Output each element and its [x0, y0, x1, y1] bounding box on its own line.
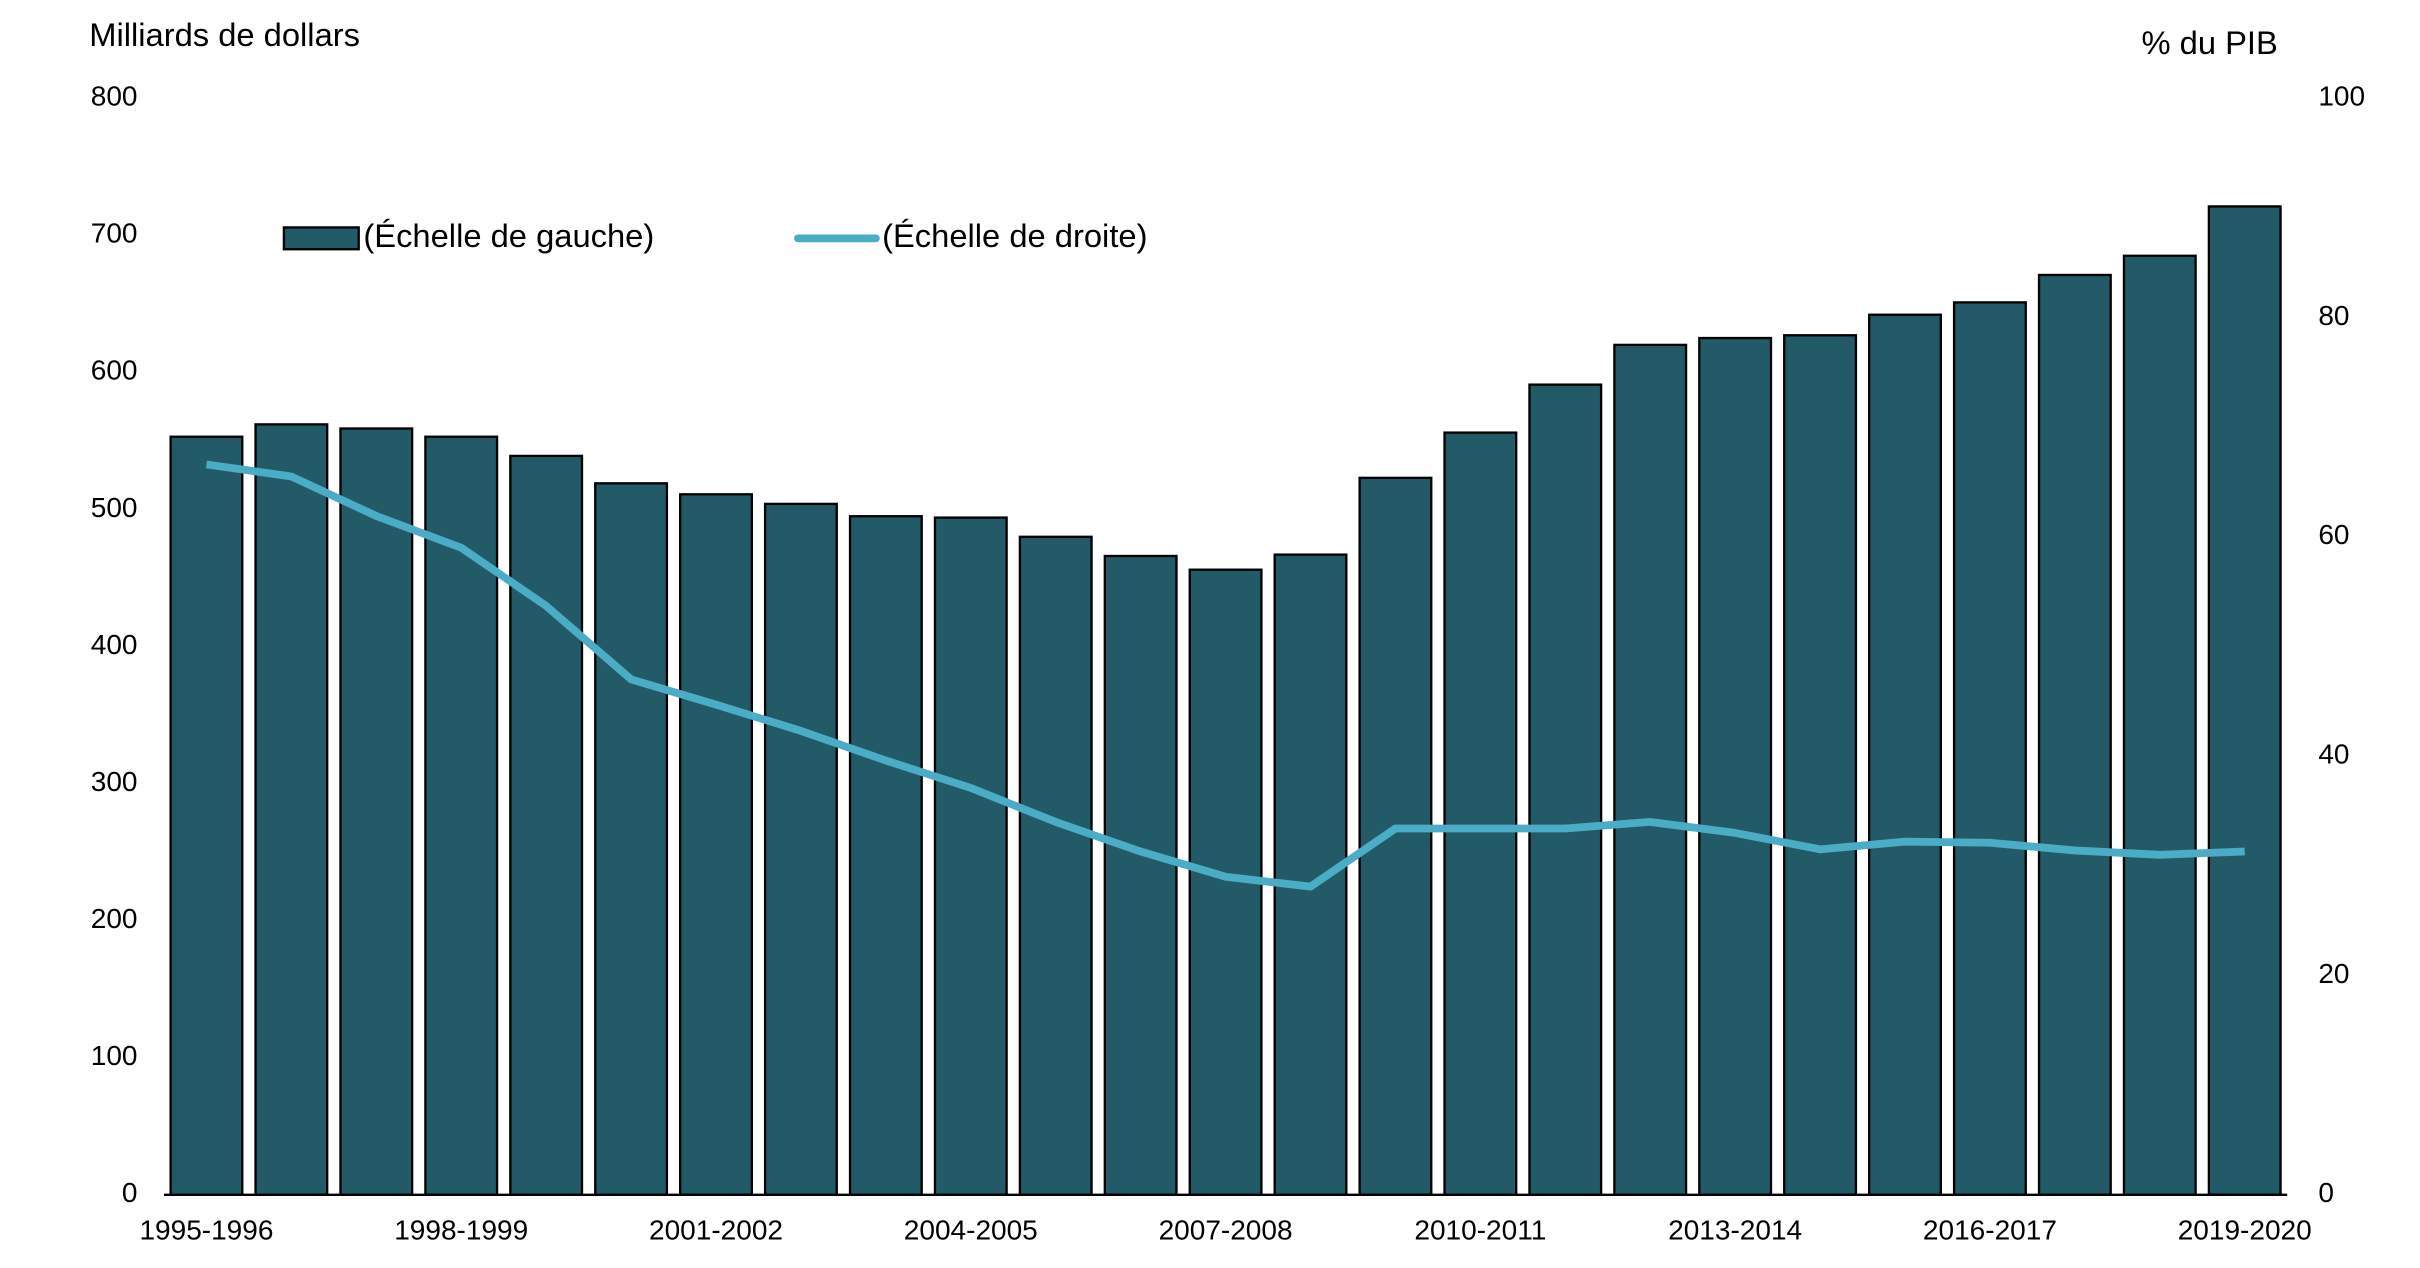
- bar: [594, 482, 669, 1196]
- y-tick-label: 300: [91, 766, 138, 797]
- bar: [1018, 535, 1093, 1196]
- bar: [1528, 383, 1603, 1196]
- bar: [1868, 313, 1942, 1196]
- bar: [763, 502, 838, 1196]
- y-tick-label: 100: [91, 1040, 138, 1071]
- y2-tick-label: 0: [2318, 1177, 2334, 1208]
- x-tick-label: 2001-2002: [649, 1215, 783, 1246]
- bar: [1103, 554, 1178, 1196]
- bar: [1273, 553, 1348, 1196]
- bar: [1613, 343, 1688, 1196]
- y-tick-label: 800: [91, 81, 138, 112]
- y-tick-label: 0: [122, 1177, 138, 1208]
- bar: [2037, 273, 2112, 1196]
- bar: [1952, 301, 2027, 1196]
- bar: [1358, 476, 1433, 1196]
- x-tick-label: 1995-1996: [139, 1215, 273, 1246]
- bar: [1443, 431, 1518, 1196]
- y-tick-label: 700: [91, 218, 138, 249]
- bar: [2207, 205, 2282, 1196]
- bar: [1783, 334, 1858, 1196]
- x-tick-label: 2010-2011: [1414, 1215, 1546, 1246]
- y-axis-title: Milliards de dollars: [89, 16, 360, 53]
- x-tick-label: 2016-2017: [1923, 1215, 2057, 1246]
- bar: [509, 454, 584, 1196]
- x-tick-label: 2007-2008: [1159, 1215, 1293, 1246]
- x-tick-label: 2013-2014: [1668, 1215, 1802, 1246]
- y-tick-label: 600: [91, 355, 138, 386]
- legend-swatch: [282, 226, 360, 251]
- bar: [679, 493, 754, 1196]
- x-tick-label: 2019-2020: [2178, 1215, 2312, 1246]
- x-tick-label: 2004-2005: [904, 1215, 1038, 1246]
- y-tick-label: 400: [91, 629, 138, 660]
- y-tick-label: 500: [91, 492, 138, 523]
- legend-label: (Échelle de gauche): [363, 217, 654, 254]
- y2-tick-label: 100: [2318, 81, 2365, 112]
- legend-label: (Échelle de droite): [882, 217, 1147, 254]
- y2-axis-title: % du PIB: [2141, 24, 2277, 61]
- bar: [2122, 254, 2197, 1196]
- y2-tick-label: 20: [2318, 958, 2349, 989]
- bar: [339, 427, 414, 1196]
- line: [205, 460, 2245, 891]
- y2-tick-label: 60: [2318, 519, 2349, 550]
- bar: [848, 515, 923, 1196]
- y2-tick-label: 40: [2318, 739, 2349, 770]
- y-tick-label: 200: [91, 903, 138, 934]
- bar: [933, 516, 1008, 1196]
- bar: [1698, 336, 1773, 1196]
- y2-tick-label: 80: [2318, 300, 2349, 331]
- x-tick-label: 1998-1999: [394, 1215, 528, 1246]
- bar: [169, 435, 244, 1196]
- bar: [254, 423, 329, 1196]
